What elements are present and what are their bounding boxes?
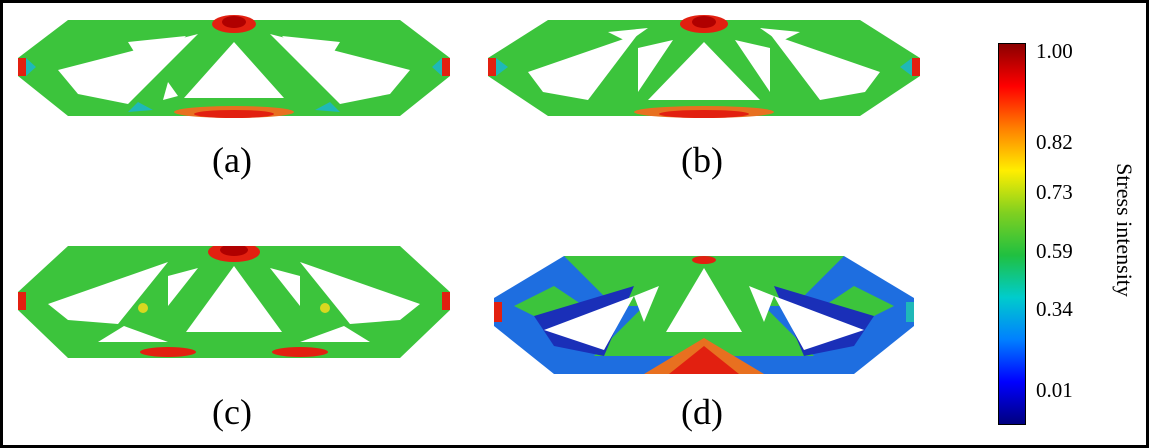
colorbar xyxy=(998,43,1026,425)
colorbar-tick-label: 0.82 xyxy=(1036,130,1073,154)
panel-d-label: (d) xyxy=(681,392,723,432)
colorbar-tick-label: 0.59 xyxy=(1036,239,1073,263)
panel-c-label: (c) xyxy=(212,392,252,432)
colorbar-tick-label: 0.73 xyxy=(1036,180,1073,204)
panel-b-label: (b) xyxy=(681,140,723,180)
panel-b-structure xyxy=(488,12,920,124)
colorbar-title: Stress intensity xyxy=(1112,163,1137,297)
panel-c-structure xyxy=(18,246,450,358)
panel-a-label: (a) xyxy=(212,140,252,180)
colorbar-tick-label: 0.34 xyxy=(1036,297,1073,321)
panel-d-structure xyxy=(494,246,914,376)
colorbar-tick-label: 1.00 xyxy=(1036,39,1073,63)
colorbar-tick-label: 0.01 xyxy=(1036,378,1073,402)
panel-a-structure xyxy=(18,12,450,124)
